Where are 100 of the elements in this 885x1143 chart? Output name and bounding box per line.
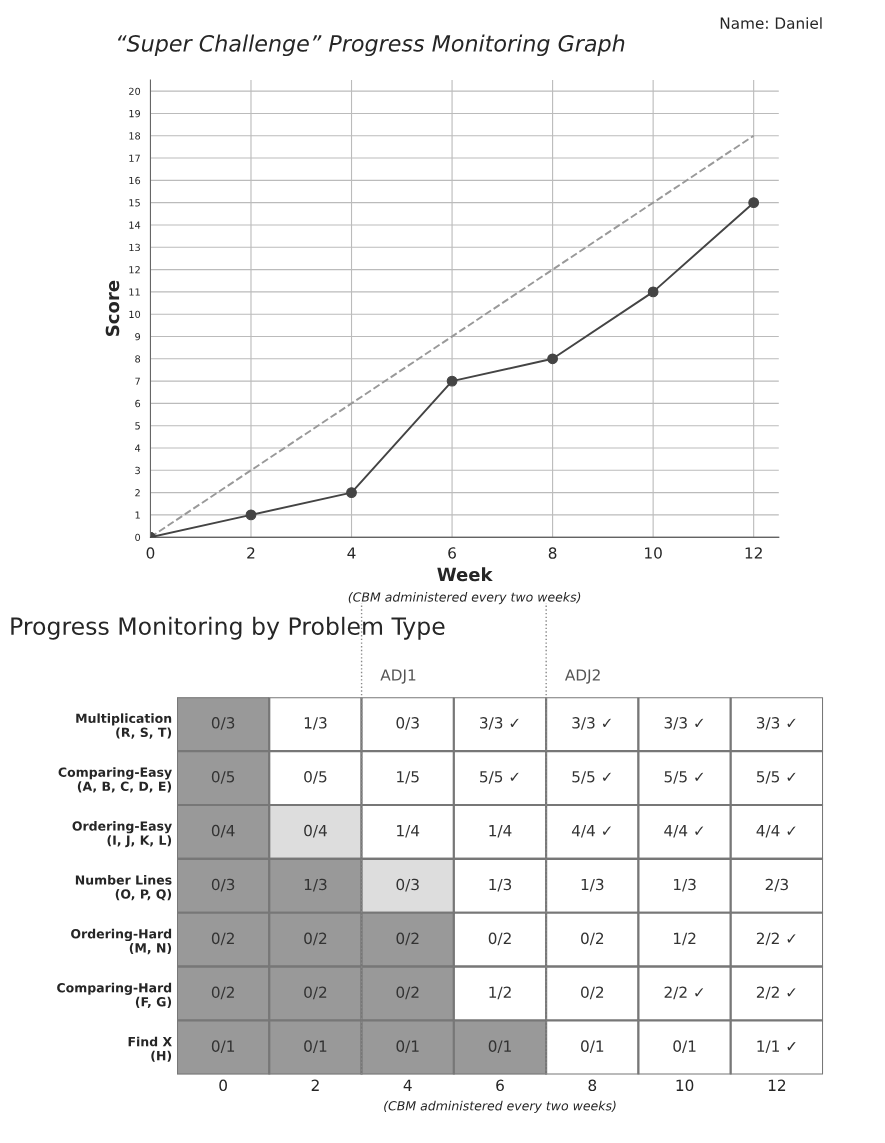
text: 0/4 (304, 824, 327, 838)
x-tick-label: 12 (768, 1079, 786, 1091)
y-tick-label: 11 (129, 288, 140, 296)
y-tick-label: 4 (135, 444, 141, 452)
text: 0/2 (396, 986, 419, 1000)
text: 1/4 (489, 825, 512, 838)
x-tick-label: 12 (745, 547, 762, 559)
text: 0/2 (211, 932, 234, 946)
x-tick-label: 2 (311, 1079, 319, 1091)
text: 5/5 ✓ (756, 771, 796, 784)
y-tick-label: 9 (135, 332, 141, 341)
point (748, 197, 760, 209)
y-tick-label: 1 (135, 511, 140, 519)
y-tick-label: 8 (135, 355, 141, 363)
text: 1/3 (581, 878, 604, 892)
text: 0/1 (396, 1040, 419, 1054)
text: 0/4 (211, 824, 235, 838)
y-tick-label: 13 (129, 243, 140, 252)
text: 0/1 (304, 1040, 327, 1054)
text: 3/3 ✓ (480, 717, 519, 730)
y-tick-label: 3 (135, 466, 140, 475)
text: (CBM administered every two weeks) (348, 592, 581, 605)
x-tick-label: 10 (645, 547, 662, 559)
text: 0/3 (396, 717, 419, 730)
y-tick-label: Comparing-Hard (F, G) (57, 982, 172, 1009)
x-tick-label: 6 (448, 547, 456, 559)
text: 0/2 (304, 932, 327, 946)
x-tick-label: 4 (347, 547, 356, 559)
text: 0/3 (211, 717, 235, 730)
text: 4/4 ✓ (571, 825, 611, 838)
y-tick-label: 12 (129, 266, 140, 274)
text: 0/2 (211, 986, 234, 1000)
text: 2/2 ✓ (756, 932, 796, 946)
text: (CBM administered every two weeks) (384, 1100, 616, 1113)
text: 2/2 ✓ (756, 986, 796, 1000)
text: 0/5 (304, 770, 327, 784)
y-tick-label: 10 (129, 310, 141, 319)
y-tick-label: 18 (129, 132, 141, 140)
x-tick-label: 8 (588, 1079, 597, 1092)
x-tick-label: 2 (247, 547, 255, 559)
text: 0/1 (488, 1040, 511, 1054)
text: 1/3 (304, 878, 327, 892)
text: 1/3 (673, 878, 696, 892)
y-tick-label: 2 (135, 489, 140, 497)
x-axis-title: Week (437, 567, 493, 582)
text: 0/5 (211, 770, 235, 784)
point (245, 509, 257, 521)
text: 1/2 (673, 932, 696, 946)
y-tick-label: 14 (129, 221, 141, 229)
text: 1/3 (304, 717, 327, 730)
x-tick-label: 8 (548, 547, 557, 559)
x-tick-label: 10 (676, 1079, 694, 1092)
y-tick-label: 6 (135, 399, 141, 408)
text: 0/1 (673, 1040, 696, 1054)
y-tick-label: 7 (135, 377, 140, 385)
text: 1/3 (489, 878, 512, 892)
text: 5/5 ✓ (480, 771, 519, 784)
y-tick-label: 5 (135, 422, 140, 430)
point (547, 353, 558, 365)
y-tick-label: 15 (129, 199, 140, 207)
text: 0/1 (581, 1040, 604, 1054)
text: Name: Daniel (720, 17, 822, 29)
y-tick-label: 16 (129, 176, 141, 185)
text: 0/2 (304, 986, 327, 1000)
x-tick-label: 0 (219, 1079, 227, 1092)
text: 4/4 ✓ (756, 825, 796, 838)
text: 5/5 ✓ (664, 771, 704, 784)
point (446, 375, 458, 387)
y-tick-label: Comparing-Easy (A, B, C, D, E) (58, 767, 172, 793)
y-tick-label: 20 (129, 87, 141, 95)
y-tick-label: 19 (129, 109, 141, 118)
text: 1/2 (489, 986, 511, 1000)
text: ADJ2 (564, 669, 600, 684)
y-tick-label: Find X (H) (128, 1036, 172, 1062)
text: 2/3 (765, 878, 788, 892)
text: 0/3 (396, 878, 419, 892)
text: 1/4 (397, 825, 420, 838)
text: 0/3 (211, 878, 235, 892)
text: 5/5 ✓ (572, 771, 611, 784)
text: 4/4 ✓ (664, 825, 704, 838)
text: ADJ1 (380, 669, 416, 684)
text: 0/2 (488, 932, 511, 946)
y-tick-label: Ordering-Easy (I, J, K, L) (72, 821, 172, 848)
y-tick-label: 0 (135, 533, 141, 542)
x-tick-label: 6 (496, 1079, 504, 1092)
text: 0/2 (396, 932, 419, 946)
y-tick-label: Multiplication (R, S, T) (76, 713, 172, 739)
chart-title: Progress Monitoring by Problem Type (11, 616, 445, 640)
y-tick-label: Number Lines (O, P, Q) (75, 875, 172, 901)
text: 1/5 (397, 771, 419, 784)
text: 0/1 (211, 1040, 235, 1054)
point (346, 487, 357, 498)
text: 3/3 ✓ (572, 717, 611, 730)
y-axis-title: Score (105, 280, 120, 336)
x-tick-label: 4 (403, 1079, 412, 1091)
text: 0/2 (581, 932, 604, 946)
chart-title: “Super Challenge” Progress Monitoring Graph (117, 34, 625, 57)
text: 0/2 (581, 986, 604, 1000)
y-tick-label: 17 (129, 154, 140, 162)
text: 3/3 ✓ (664, 717, 704, 730)
